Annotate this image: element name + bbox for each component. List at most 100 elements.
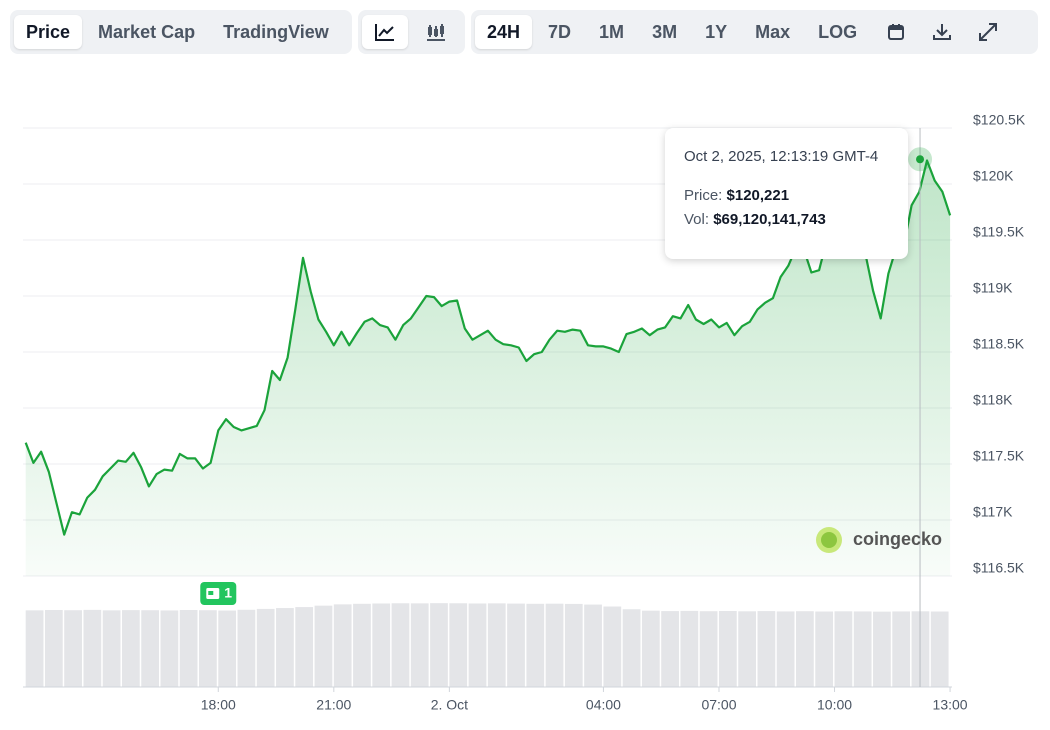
tooltip-price-row: Price: $120,221: [684, 187, 889, 204]
tooltip-label: Vol:: [684, 211, 710, 228]
volume-bar: [314, 605, 333, 687]
expand-icon: [979, 23, 998, 41]
range-button[interactable]: Max: [755, 21, 791, 42]
range-button[interactable]: 24H: [475, 15, 533, 49]
y-tick-label: $118K: [973, 392, 1013, 408]
y-tick-label: $119.5K: [973, 224, 1025, 240]
volume-bar: [853, 611, 872, 687]
tooltip-title: Oct 2, 2025, 12:13:19 GMT-4: [684, 148, 879, 165]
download-button[interactable]: [919, 15, 965, 49]
volume-bar: [295, 607, 314, 687]
volume-bar: [622, 609, 641, 687]
volume-bar: [526, 603, 545, 687]
line-icon: [375, 24, 394, 41]
volume-bar: [141, 610, 160, 687]
tooltip-value: $69,120,141,743: [713, 211, 826, 228]
range-button[interactable]: 3M: [652, 21, 678, 42]
volume-bar: [834, 611, 853, 687]
volume-bar: [776, 611, 795, 687]
chart-type-group: [358, 10, 465, 54]
fullscreen-button[interactable]: [965, 15, 1011, 49]
volume-bar: [815, 611, 834, 687]
y-tick-label: $120.5K: [973, 112, 1026, 128]
volume-bar: [545, 603, 564, 687]
volume-bar: [391, 603, 410, 687]
volume-bar: [584, 604, 602, 687]
volume-bar: [796, 611, 814, 687]
y-tick-label: $117.5K: [973, 448, 1025, 464]
volume-bar: [661, 611, 679, 687]
x-tick-label: 04:00: [586, 697, 621, 713]
calendar-button[interactable]: [873, 15, 919, 49]
download-icon: [933, 24, 952, 40]
volume-bar: [121, 610, 140, 687]
volume-bar: [179, 610, 198, 687]
volume-bar: [641, 610, 660, 687]
volume-bar: [930, 611, 949, 687]
watermark-logo-inner: [821, 532, 837, 548]
volume-bar: [276, 608, 294, 687]
hover-point: [916, 155, 925, 164]
volume-bar: [199, 610, 217, 687]
volume-bar: [507, 603, 525, 687]
volume-bar: [372, 603, 391, 687]
volume-bar: [449, 603, 468, 687]
calendar-icon: [888, 24, 905, 40]
volume-bar: [603, 606, 622, 687]
volume-bar: [564, 603, 583, 687]
tooltip-value: $120,221: [726, 187, 790, 204]
y-tick-label: $116.5K: [973, 560, 1025, 576]
volume-bar: [468, 603, 487, 687]
range-button[interactable]: 7D: [548, 21, 572, 42]
volume-bar: [218, 610, 237, 687]
volume-bar: [892, 611, 911, 687]
tab-group: Price Market Cap TradingView: [10, 10, 352, 54]
volume-bar: [718, 610, 737, 687]
price-area: [25, 160, 951, 576]
y-tick-label: $117K: [973, 504, 1013, 520]
y-tick-label: $118.5K: [973, 336, 1025, 352]
tooltip-label: Price:: [684, 187, 723, 204]
volume-bar: [44, 610, 63, 687]
volume-bar: [680, 610, 699, 687]
tooltip: Oct 2, 2025, 12:13:19 GMT-4 Price: $120,…: [665, 128, 908, 259]
tab-button[interactable]: TradingView: [223, 21, 329, 42]
watermark: coingecko: [816, 527, 942, 553]
x-tick-label: 13:00: [933, 697, 968, 713]
range-button[interactable]: 1M: [599, 21, 625, 42]
tab-button[interactable]: Market Cap: [98, 21, 196, 42]
volume-bar: [160, 610, 179, 687]
x-tick-label: 2. Oct: [431, 697, 468, 713]
range-group: 24H 7D 1M 3M 1Y Max LOG: [471, 10, 1038, 54]
volume-bar: [25, 610, 44, 687]
x-tick-label: 18:00: [201, 697, 236, 713]
candle-icon: [427, 24, 445, 41]
y-tick-label: $119K: [973, 280, 1013, 296]
volume-bar: [430, 603, 448, 687]
x-tick-label: 07:00: [701, 697, 736, 713]
volume-bar: [873, 611, 891, 687]
volume-bar: [102, 610, 121, 687]
candle-chart-button[interactable]: [413, 15, 459, 49]
volume-bar: [256, 608, 275, 687]
range-button[interactable]: 1Y: [705, 21, 728, 42]
volume-bar: [738, 611, 756, 687]
volume-bar: [487, 603, 506, 687]
x-tick-label: 10:00: [817, 697, 852, 713]
volume-bar: [83, 609, 102, 687]
y-tick-label: $120K: [973, 168, 1014, 184]
volume-bar: [757, 611, 776, 687]
x-tick-label: 21:00: [316, 697, 351, 713]
volume-bar: [410, 603, 429, 687]
watermark-text: coingecko: [853, 529, 942, 549]
volume-bar: [237, 609, 256, 687]
event-count: 1: [224, 585, 232, 601]
line-chart-button[interactable]: [362, 15, 408, 49]
event-icon-line: [208, 591, 214, 595]
log-button[interactable]: LOG: [818, 21, 858, 42]
tab-button[interactable]: Price: [14, 15, 83, 49]
volume-bar: [333, 604, 352, 687]
volume-bar: [64, 610, 82, 687]
